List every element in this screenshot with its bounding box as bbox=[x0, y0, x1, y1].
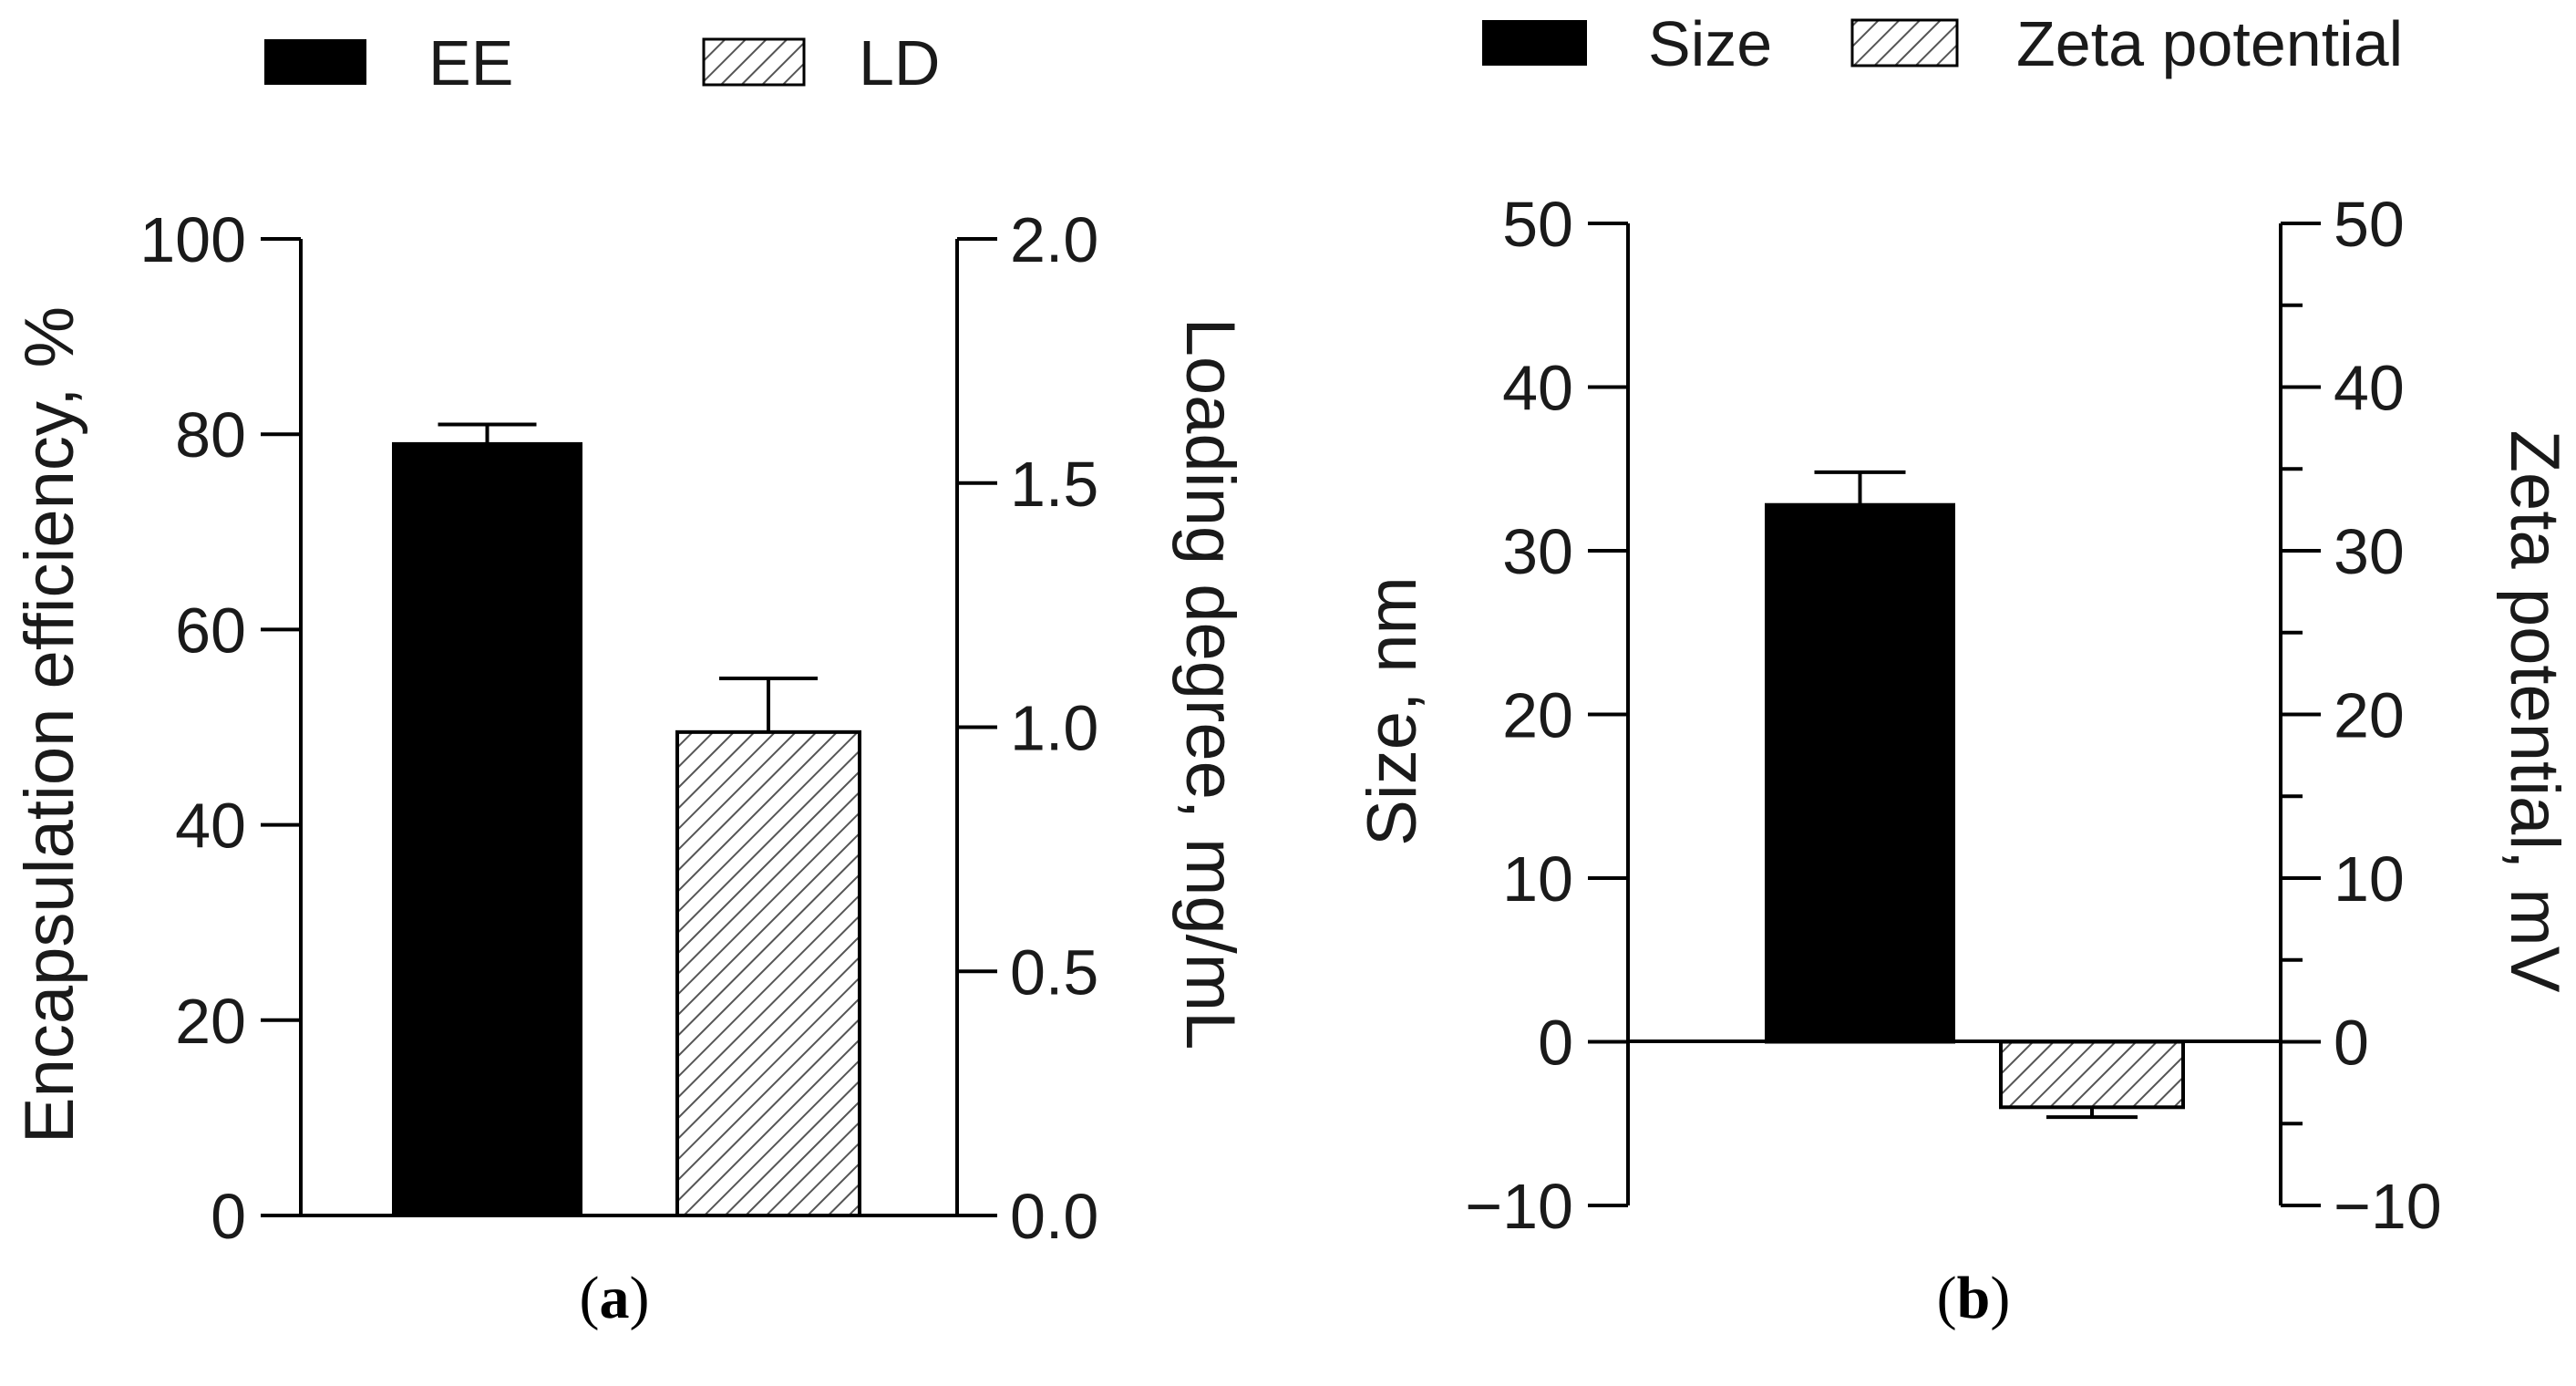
left-tick-label: −10 bbox=[1465, 1171, 1573, 1242]
right-tick-label: 0 bbox=[2334, 1008, 2369, 1079]
right-tick-label: 0.0 bbox=[1010, 1181, 1098, 1252]
legend-a-swatch-2 bbox=[702, 37, 806, 87]
legend-a-label-1: EE bbox=[428, 27, 513, 98]
right-tick-label: 40 bbox=[2334, 353, 2405, 424]
left-tick-label: 100 bbox=[139, 204, 246, 275]
legend-a: EE LD bbox=[264, 27, 940, 98]
left-axis-b: −10 0 10 20 30 40 50 bbox=[1465, 189, 1630, 1242]
left-tick-label: 40 bbox=[175, 791, 246, 862]
bar-zeta-potential bbox=[1999, 1040, 2185, 1110]
caption-a: (a) bbox=[580, 1265, 650, 1331]
legend-b-swatch-2 bbox=[1850, 18, 1959, 67]
right-axis-b: −10 0 10 20 30 40 50 bbox=[2279, 189, 2442, 1242]
left-tick-label: 80 bbox=[175, 399, 246, 471]
legend-b-swatch-1 bbox=[1482, 20, 1587, 66]
legend-a-swatch-1 bbox=[264, 39, 366, 85]
left-tick-label: 20 bbox=[1502, 680, 1573, 751]
bar-size bbox=[1765, 502, 1955, 1044]
right-tick-label: 0.5 bbox=[1010, 936, 1098, 1008]
legend-b-label-1: Size bbox=[1648, 8, 1772, 79]
left-tick-label: 30 bbox=[1502, 516, 1573, 587]
left-tick-label: 0 bbox=[1538, 1008, 1573, 1079]
right-tick-label: −10 bbox=[2334, 1171, 2442, 1242]
legend-b-label-2: Zeta potential bbox=[2016, 8, 2403, 79]
right-tick-label: 2.0 bbox=[1010, 204, 1098, 275]
panel-a: EE LD 0 20 40 60 80 100 0.0 0.5 1.0 1.5 2.0 Encap… bbox=[11, 27, 1249, 1331]
left-tick-label: 10 bbox=[1502, 843, 1573, 915]
left-tick-label: 40 bbox=[1502, 353, 1573, 424]
panel-b: Size Zeta potential −10 0 10 20 30 40 50 −10 0 1… bbox=[1354, 8, 2573, 1331]
left-tick-label: 20 bbox=[175, 986, 246, 1057]
left-tick-label: 0 bbox=[211, 1181, 246, 1252]
bars-b bbox=[1765, 470, 2185, 1120]
right-axis-title-a: Loading degree, mg/mL bbox=[1171, 318, 1249, 1050]
left-axis-title-a: Encapsulation efficiency, % bbox=[11, 306, 88, 1143]
left-axis-a: 0 20 40 60 80 100 bbox=[139, 204, 303, 1252]
legend-a-label-2: LD bbox=[859, 27, 940, 98]
legend-b: Size Zeta potential bbox=[1482, 8, 2403, 79]
left-tick-label: 50 bbox=[1502, 189, 1573, 260]
right-tick-label: 1.0 bbox=[1010, 693, 1098, 764]
right-tick-label: 30 bbox=[2334, 516, 2405, 587]
right-tick-label: 50 bbox=[2334, 189, 2405, 260]
left-axis-title-b: Size, nm bbox=[1354, 576, 1431, 846]
right-tick-label: 20 bbox=[2334, 680, 2405, 751]
bar-ee bbox=[392, 441, 582, 1218]
right-tick-label: 10 bbox=[2334, 843, 2405, 915]
caption-b: (b) bbox=[1937, 1265, 2011, 1331]
right-axis-title-b: Zeta potential, mV bbox=[2496, 430, 2573, 993]
left-tick-label: 60 bbox=[175, 595, 246, 666]
right-axis-a: 0.0 0.5 1.0 1.5 2.0 bbox=[955, 204, 1098, 1252]
bar-ld bbox=[675, 729, 861, 1217]
bars-a bbox=[392, 422, 861, 1218]
right-tick-label: 1.5 bbox=[1010, 449, 1098, 520]
